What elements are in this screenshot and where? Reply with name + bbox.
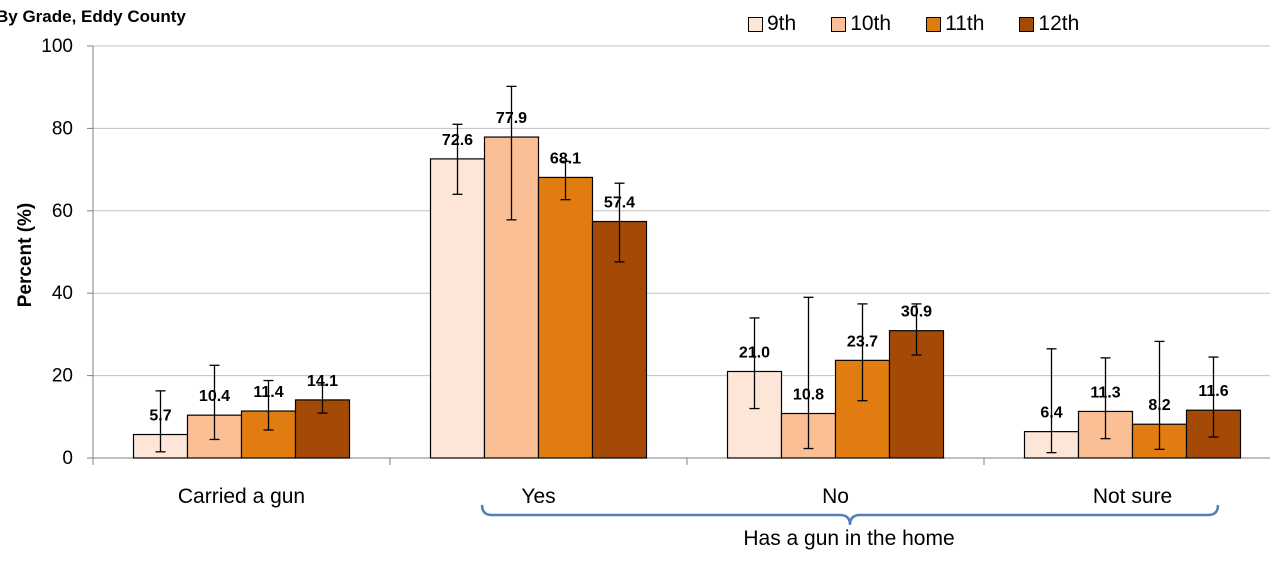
legend-label-9th: 9th <box>767 12 797 35</box>
bar <box>537 176 594 459</box>
legend-item-11th: 11th <box>926 12 984 36</box>
chart-legend: 9th 10th 11th 12th <box>748 12 1114 36</box>
x-category-label: Yes <box>521 485 555 508</box>
y-tick-label: 60 <box>52 201 73 222</box>
legend-swatch-9th <box>748 16 763 32</box>
legend-label-11th: 11th <box>945 12 985 35</box>
legend-label-10th: 10th <box>850 12 892 35</box>
group-bracket <box>480 504 1220 526</box>
y-tick-label: 40 <box>52 283 73 304</box>
legend-item-9th: 9th <box>748 12 796 36</box>
chart-title: By Grade, Eddy County <box>0 7 186 26</box>
data-label: 11.4 <box>253 384 283 401</box>
y-tick-label: 20 <box>52 366 73 387</box>
x-category-label: Carried a gun <box>178 485 305 508</box>
data-label: 72.6 <box>442 132 473 149</box>
legend-swatch-10th <box>831 16 847 32</box>
data-label: 6.4 <box>1040 405 1062 422</box>
data-label: 14.1 <box>307 373 338 390</box>
data-label: 68.1 <box>550 150 581 167</box>
data-label: 10.8 <box>793 387 824 404</box>
data-label: 57.4 <box>604 195 635 212</box>
data-label: 77.9 <box>496 110 527 127</box>
legend-swatch-11th <box>926 16 942 32</box>
x-category-label: No <box>822 485 849 508</box>
data-label: 8.2 <box>1148 397 1170 414</box>
data-label: 11.6 <box>1198 383 1228 400</box>
legend-label-12th: 12th <box>1038 12 1080 35</box>
data-label: 30.9 <box>901 304 932 321</box>
x-category-label: Not sure <box>1093 485 1172 508</box>
bar <box>429 158 486 459</box>
legend-item-12th: 12th <box>1019 12 1079 36</box>
data-label: 11.3 <box>1090 384 1120 401</box>
data-label: 10.4 <box>199 388 230 405</box>
legend-item-10th: 10th <box>831 12 891 36</box>
y-tick-label: 100 <box>41 36 73 57</box>
legend-swatch-12th <box>1019 16 1035 32</box>
data-label: 21.0 <box>739 344 770 361</box>
y-tick-label: 80 <box>52 118 73 139</box>
y-tick-label: 0 <box>62 448 73 469</box>
data-label: 5.7 <box>149 408 171 425</box>
group-bracket-label: Has a gun in the home <box>743 527 955 550</box>
data-label: 23.7 <box>847 333 878 350</box>
